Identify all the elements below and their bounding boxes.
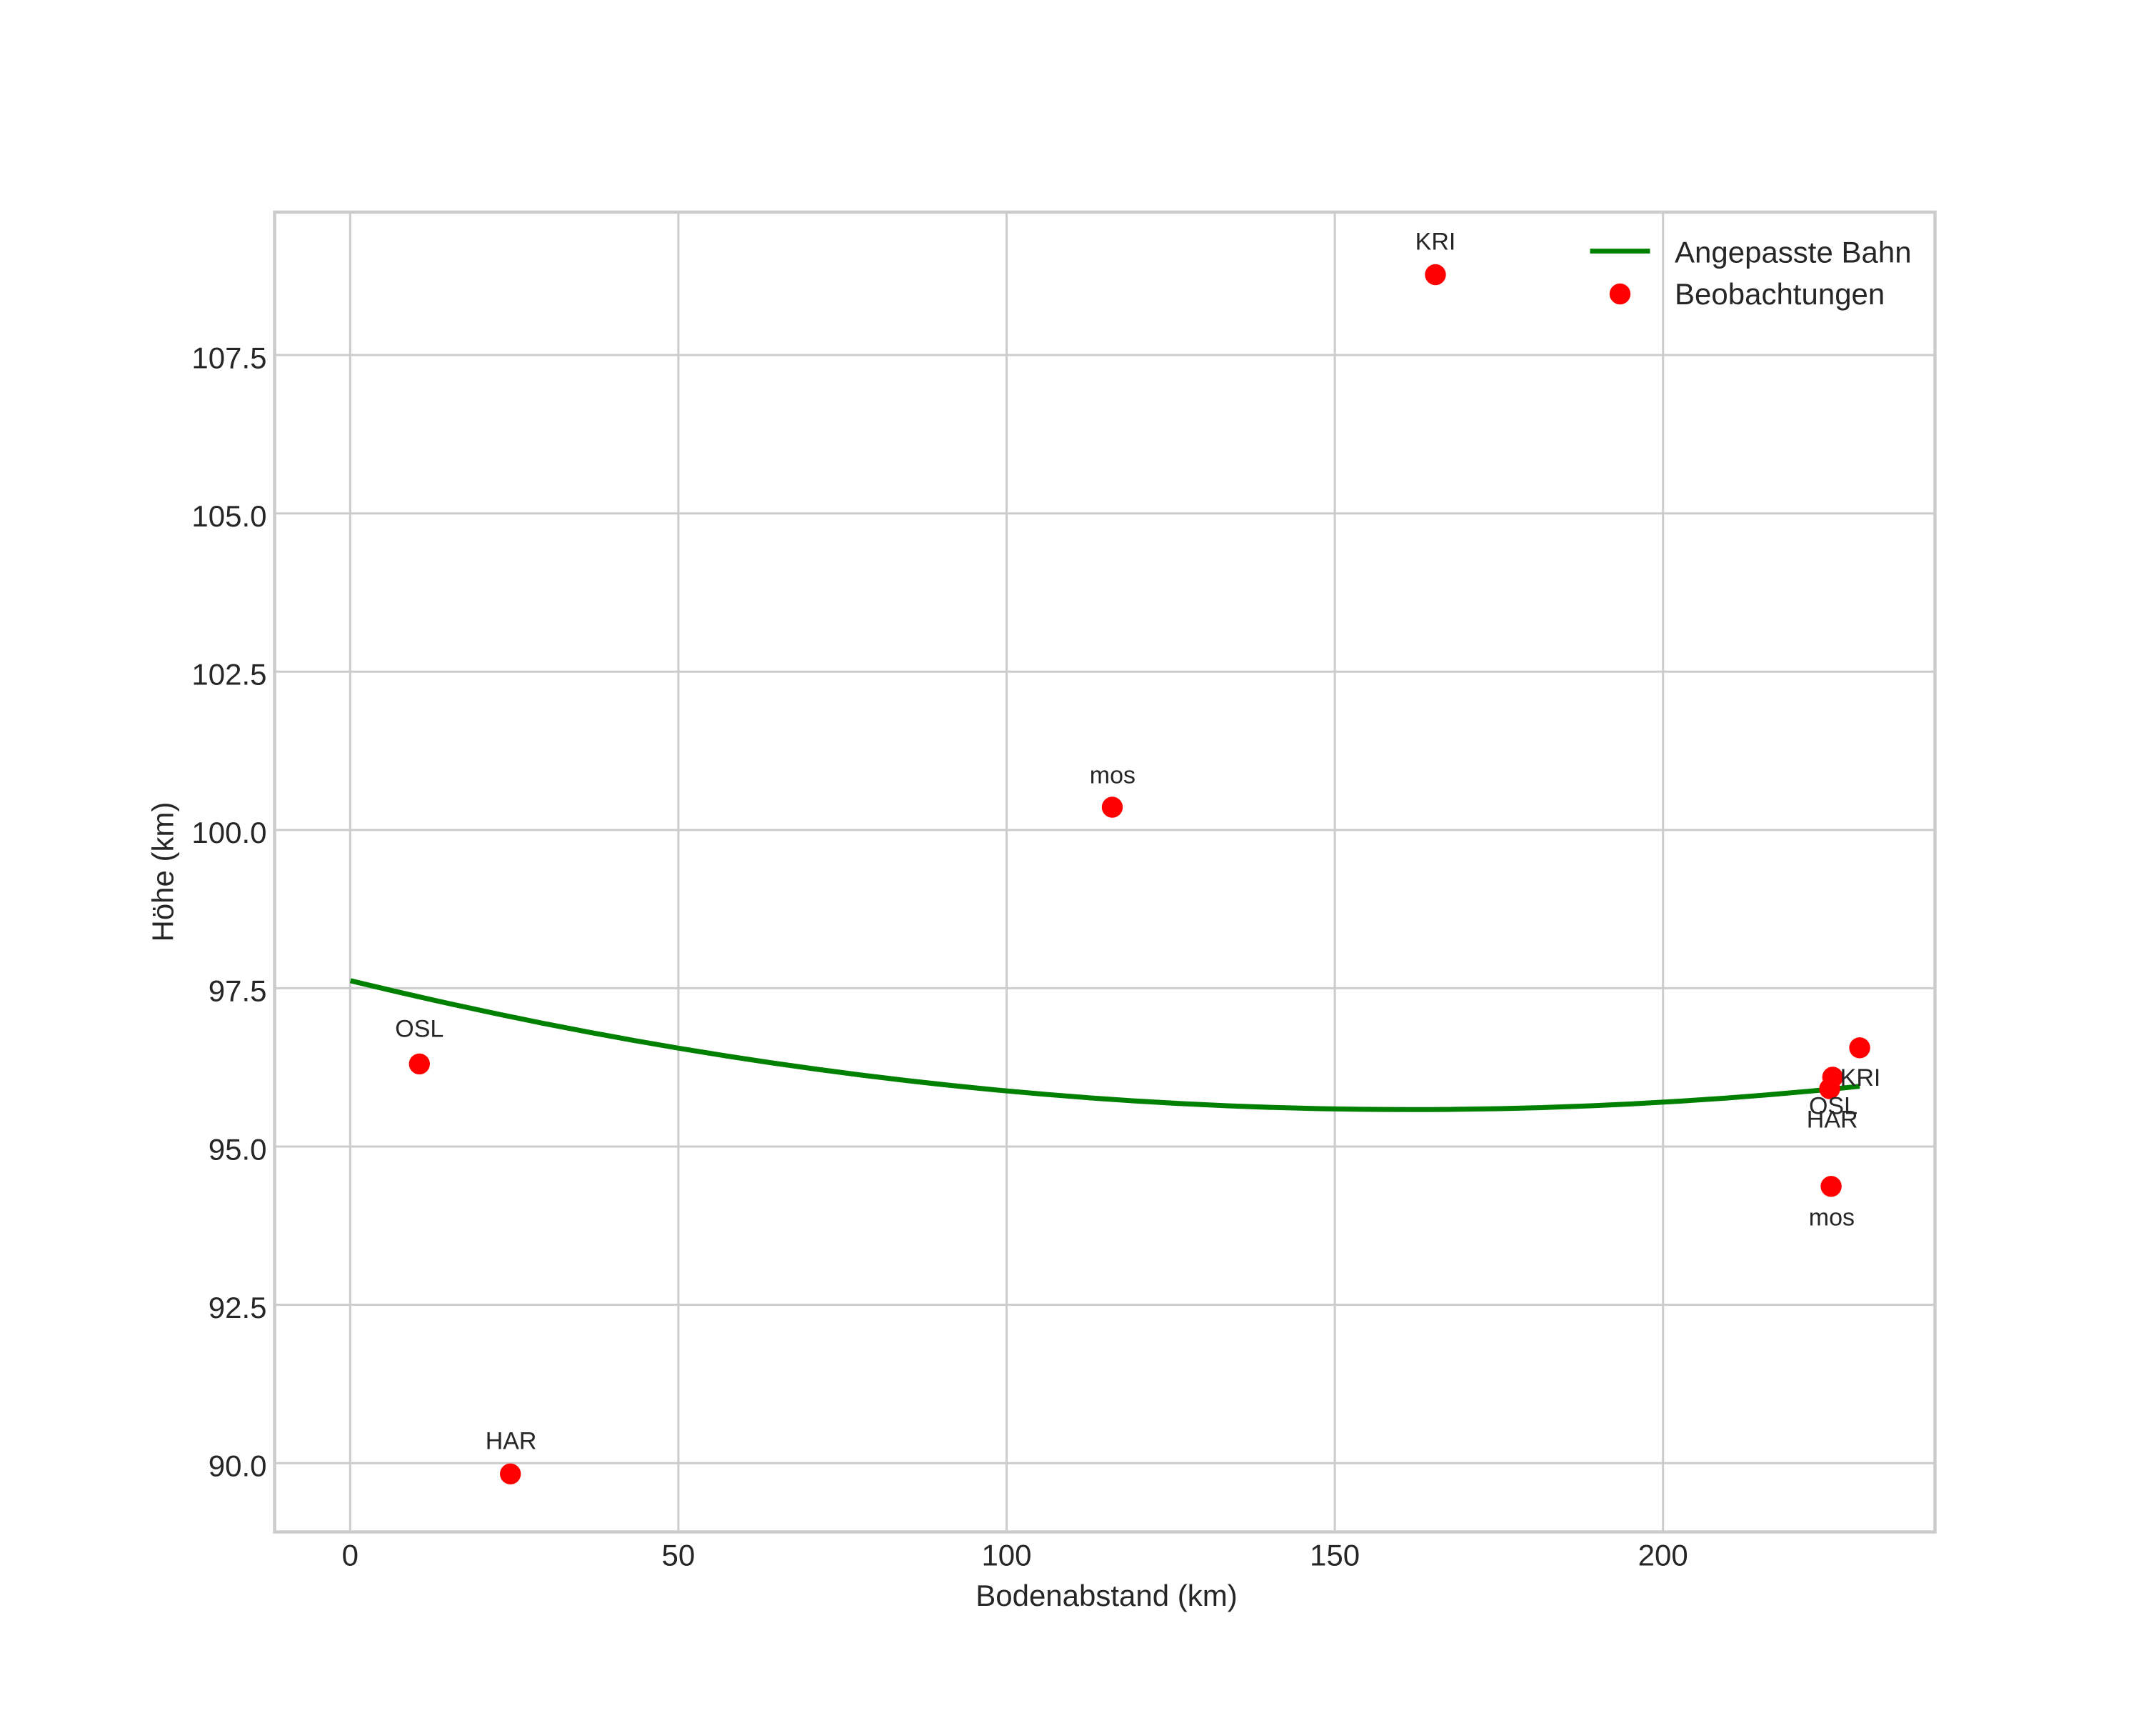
svg-text:150: 150: [1310, 1539, 1360, 1572]
svg-text:KRI: KRI: [1840, 1064, 1881, 1092]
svg-text:0: 0: [342, 1539, 359, 1572]
svg-text:mos: mos: [1809, 1204, 1855, 1231]
svg-text:Beobachtungen: Beobachtungen: [1675, 277, 1885, 311]
svg-text:200: 200: [1638, 1539, 1688, 1572]
svg-text:97.5: 97.5: [209, 974, 267, 1008]
svg-text:107.5: 107.5: [191, 341, 266, 374]
svg-text:102.5: 102.5: [191, 658, 266, 691]
svg-text:100: 100: [981, 1539, 1031, 1572]
svg-text:50: 50: [662, 1539, 696, 1572]
svg-text:105.0: 105.0: [191, 499, 266, 533]
svg-text:KRI: KRI: [1415, 229, 1456, 256]
svg-text:Höhe (km): Höhe (km): [146, 801, 179, 942]
svg-text:OSL: OSL: [395, 1016, 443, 1043]
svg-text:OSL: OSL: [1809, 1093, 1857, 1120]
svg-text:92.5: 92.5: [209, 1291, 267, 1324]
svg-text:Bodenabstand (km): Bodenabstand (km): [976, 1579, 1238, 1612]
svg-text:HAR: HAR: [486, 1428, 537, 1455]
svg-text:HAR: HAR: [1807, 1107, 1858, 1134]
svg-text:95.0: 95.0: [209, 1132, 267, 1166]
svg-text:Angepasste Bahn: Angepasste Bahn: [1675, 236, 1912, 269]
svg-text:90.0: 90.0: [209, 1449, 267, 1483]
svg-text:100.0: 100.0: [191, 816, 266, 849]
svg-text:mos: mos: [1090, 762, 1135, 789]
